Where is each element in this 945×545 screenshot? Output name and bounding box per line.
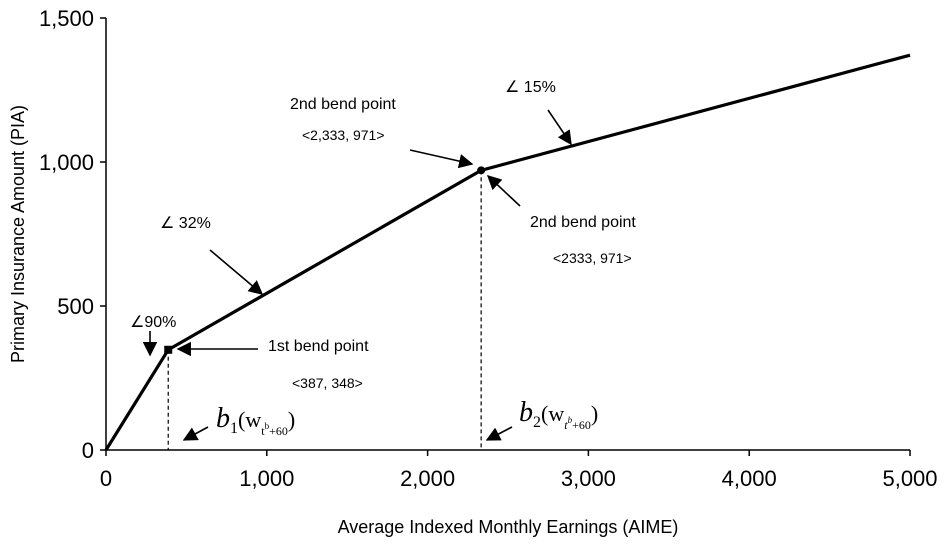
x-tick-label: 2,000 — [400, 466, 455, 491]
arrow-slope2 — [209, 249, 264, 295]
arrow-bend2-upper — [409, 149, 474, 169]
axes — [105, 18, 910, 451]
x-axis-ticks: 0 1,000 2,000 3,000 4,000 5,000 — [100, 450, 938, 491]
bend-point-markers — [164, 166, 486, 354]
y-axis-ticks: 0 500 1,000 1,500 — [39, 6, 106, 463]
bend2-lower-title: 2nd bend point — [530, 214, 636, 231]
bend2-lower-coords: <2333, 971> — [553, 250, 632, 266]
x-tick-label: 5,000 — [882, 466, 937, 491]
annotation-arrows — [142, 109, 572, 441]
x-tick-label: 1,000 — [239, 466, 294, 491]
arrow-b1 — [182, 426, 209, 441]
y-tick-label: 500 — [57, 294, 94, 319]
y-tick-label: 1,500 — [39, 6, 94, 31]
x-tick-label: 0 — [100, 466, 112, 491]
b2-formula: b2(wtb+60) — [519, 397, 598, 432]
series-line — [104, 53, 911, 451]
annotations: ∠90% ∠ 32% ∠ 15% 1st bend point <387, 34… — [130, 79, 636, 438]
bend1-coords: <387, 348> — [292, 375, 363, 391]
x-axis-title: Average Indexed Monthly Earnings (AIME) — [338, 517, 679, 537]
arrow-b2 — [485, 426, 513, 441]
bend2-upper-title: 2nd bend point — [290, 96, 396, 113]
bend2-upper-coords: <2,333, 971> — [302, 127, 385, 143]
y-tick-label: 1,000 — [39, 150, 94, 175]
bend-point-marker — [477, 166, 486, 175]
x-tick-label: 3,000 — [561, 466, 616, 491]
y-tick-label: 0 — [82, 438, 94, 463]
arrow-bend2-lower — [486, 175, 521, 207]
series-group — [104, 53, 911, 451]
bend-point-guides — [167, 170, 482, 450]
bend-point-marker — [164, 345, 173, 354]
x-tick-label: 4,000 — [722, 466, 777, 491]
arrow-slope3 — [547, 109, 572, 146]
y-axis-title: Primary Insurance Amount (PIA) — [8, 105, 28, 363]
slope2-label: ∠ 32% — [160, 215, 211, 232]
bend1-title: 1st bend point — [268, 338, 369, 355]
b1-formula: b1(wtb+60) — [216, 403, 295, 438]
slope1-label: ∠90% — [130, 314, 176, 331]
slope3-label: ∠ 15% — [505, 79, 556, 96]
